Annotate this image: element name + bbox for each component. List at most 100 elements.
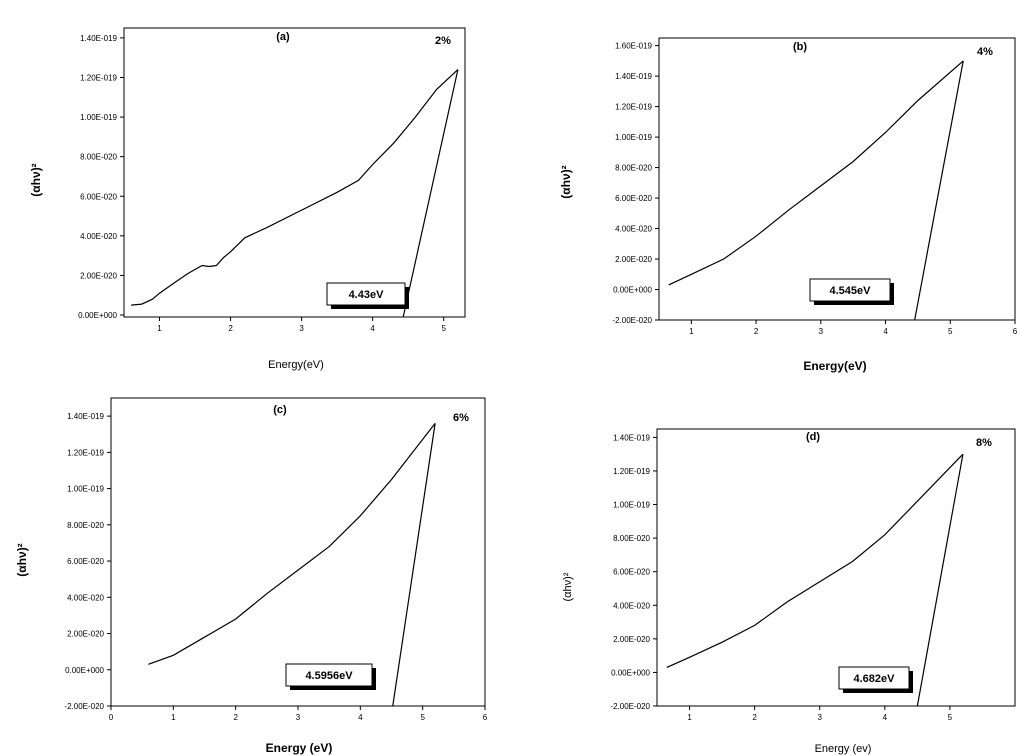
data-series-line xyxy=(131,69,459,306)
band-gap-value: 4.545eV xyxy=(830,285,872,297)
y-tick-label: 2.00E-020 xyxy=(67,630,104,639)
band-gap-value: 4.682eV xyxy=(854,673,896,685)
percent-label: 8% xyxy=(976,437,992,449)
tangent-line xyxy=(914,60,964,321)
x-tick-label: 4 xyxy=(370,324,375,333)
data-series-line xyxy=(666,453,964,668)
x-tick-label: 2 xyxy=(233,713,238,722)
band-gap-box: 4.682eV xyxy=(838,666,913,693)
y-tick-label: 8.00E-020 xyxy=(615,164,652,173)
data-series-group xyxy=(666,453,964,707)
x-tick-label: 3 xyxy=(819,327,824,336)
panel-label: (d) xyxy=(806,431,820,443)
y-axis-title: (αhν)² xyxy=(559,165,573,198)
y-tick-label: 1.40E-019 xyxy=(615,72,652,81)
percent-label: 6% xyxy=(453,412,469,424)
x-tick-label: 5 xyxy=(420,713,425,722)
band-gap-box-frame xyxy=(326,282,406,306)
x-tick-label: 6 xyxy=(483,713,488,722)
tick-group: 0.00E+000 2.00E-020 4.00E-020 6.00E-020 8.00… xyxy=(78,34,446,333)
tick-group: -2.00E-020 0.00E+000 2.00E-020 4.00E-020 6.0… xyxy=(610,433,952,722)
y-tick-label: 8.00E-020 xyxy=(80,153,117,162)
y-tick-label: 1.60E-019 xyxy=(615,42,652,51)
y-tick-label: 1.40E-019 xyxy=(80,34,117,43)
y-tick-label: 4.00E-020 xyxy=(615,225,652,234)
x-tick-label: 6 xyxy=(1013,327,1018,336)
y-tick-label: 4.00E-020 xyxy=(80,232,117,241)
y-tick-label: -2.00E-020 xyxy=(64,702,104,711)
x-tick-label: 0 xyxy=(109,713,114,722)
y-tick-label: 8.00E-020 xyxy=(613,534,650,543)
band-gap-box: 4.5956eV xyxy=(285,663,376,690)
y-tick-label: 6.00E-020 xyxy=(80,192,117,201)
y-tick-label: 1.00E-019 xyxy=(67,485,104,494)
plot-frame xyxy=(656,428,1016,707)
x-tick-label: 2 xyxy=(752,713,757,722)
band-gap-box: 4.43eV xyxy=(326,282,409,309)
panel-label: (a) xyxy=(276,31,290,43)
x-axis-title: Energy(eV) xyxy=(803,359,866,373)
y-tick-label: 8.00E-020 xyxy=(67,521,104,530)
x-tick-label: 5 xyxy=(948,713,953,722)
chart-panel-c: -2.00E-020 0.00E+000 2.00E-020 4.00E-020 6.0… xyxy=(15,397,488,755)
y-axis-title: (αhν)² xyxy=(15,543,29,576)
tangent-line xyxy=(402,69,459,318)
band-gap-box-frame xyxy=(285,663,373,687)
y-tick-label: 1.20E-019 xyxy=(615,103,652,112)
x-tick-label: 3 xyxy=(296,713,301,722)
y-axis-title: (αhν)² xyxy=(29,163,43,196)
x-tick-label: 3 xyxy=(818,713,823,722)
y-tick-label: 1.40E-019 xyxy=(613,433,650,442)
y-tick-label: 2.00E-020 xyxy=(613,635,650,644)
y-tick-label: 0.00E+000 xyxy=(611,668,650,677)
y-tick-label: 1.20E-019 xyxy=(80,73,117,82)
x-tick-label: 1 xyxy=(171,713,176,722)
band-gap-value: 4.43eV xyxy=(349,289,385,301)
data-series-line xyxy=(668,60,964,286)
percent-label: 4% xyxy=(977,46,993,58)
y-tick-label: 1.20E-019 xyxy=(613,467,650,476)
x-tick-label: 4 xyxy=(883,713,888,722)
y-tick-label: 2.00E-020 xyxy=(615,255,652,264)
panel-label: (c) xyxy=(273,404,287,416)
y-tick-label: 4.00E-020 xyxy=(67,593,104,602)
x-tick-label: 1 xyxy=(687,713,692,722)
x-axis-title: Energy(eV) xyxy=(268,359,324,371)
data-series-group xyxy=(148,423,436,707)
x-tick-label: 1 xyxy=(157,324,162,333)
x-tick-label: 4 xyxy=(883,327,888,336)
panel-label: (b) xyxy=(793,41,807,53)
x-tick-label: 1 xyxy=(689,327,694,336)
y-tick-label: 6.00E-020 xyxy=(613,568,650,577)
y-tick-label: -2.00E-020 xyxy=(610,702,650,711)
plot-frame xyxy=(123,27,466,318)
chart-panel-a: 0.00E+000 2.00E-020 4.00E-020 6.00E-020 8.00… xyxy=(29,27,466,371)
data-series-group xyxy=(131,69,459,318)
x-axis-title: Energy (ev) xyxy=(815,743,872,755)
band-gap-box-frame xyxy=(838,666,910,690)
y-axis-title: (αhν)² xyxy=(562,572,574,601)
chart-panel-d: -2.00E-020 0.00E+000 2.00E-020 4.00E-020 6.0… xyxy=(562,428,1016,755)
x-tick-label: 2 xyxy=(754,327,759,336)
y-tick-label: 6.00E-020 xyxy=(67,557,104,566)
y-tick-label: 1.20E-019 xyxy=(67,448,104,457)
y-tick-label: 4.00E-020 xyxy=(613,601,650,610)
tangent-line xyxy=(916,454,964,707)
tick-group: -2.00E-020 0.00E+000 2.00E-020 4.00E-020 6.0… xyxy=(64,412,487,722)
band-gap-box: 4.545eV xyxy=(809,278,894,305)
x-tick-label: 2 xyxy=(228,324,233,333)
plot-frame xyxy=(658,37,1016,321)
y-tick-label: 1.00E-019 xyxy=(615,133,652,142)
tangent-line xyxy=(392,423,436,707)
x-tick-label: 4 xyxy=(358,713,363,722)
y-tick-label: 2.00E-020 xyxy=(80,271,117,280)
y-tick-label: 1.40E-019 xyxy=(67,412,104,421)
tick-group: -2.00E-020 0.00E+000 2.00E-020 4.00E-020 6.0… xyxy=(612,42,1017,336)
y-tick-label: 1.00E-019 xyxy=(613,501,650,510)
data-series-group xyxy=(668,60,964,321)
y-tick-label: 6.00E-020 xyxy=(615,194,652,203)
y-tick-label: -2.00E-020 xyxy=(612,316,652,325)
x-axis-title: Energy (eV) xyxy=(266,741,333,755)
band-gap-value: 4.5956eV xyxy=(305,670,353,682)
